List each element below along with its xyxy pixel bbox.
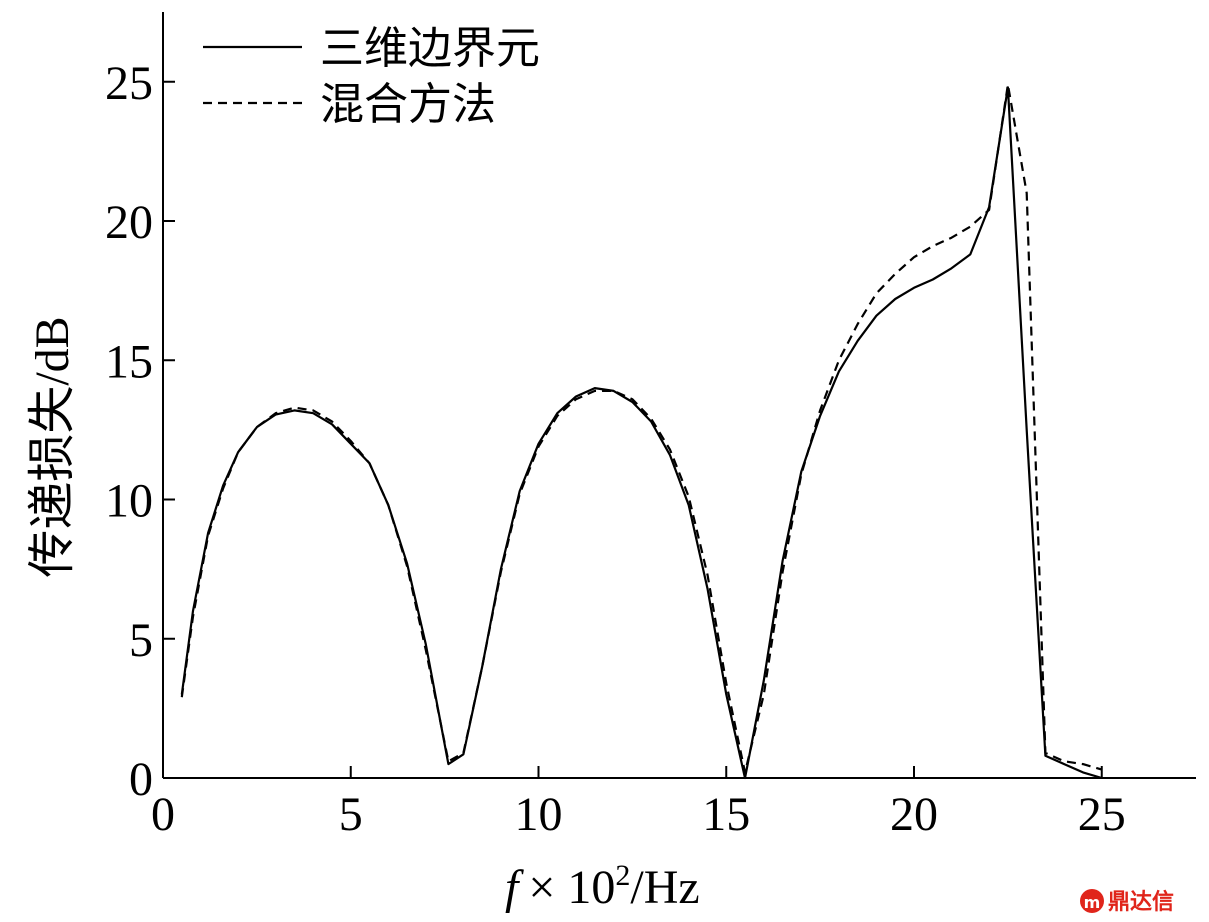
series-layer bbox=[180, 83, 1103, 780]
x-tick-label: 10 bbox=[515, 788, 563, 841]
series-line-2 bbox=[180, 83, 1103, 774]
x-axis-title-unit: /Hz bbox=[630, 861, 699, 914]
x-tick-label: 25 bbox=[1078, 788, 1126, 841]
x-axis-title: f × 102/Hz bbox=[505, 859, 700, 914]
x-tick-label: 20 bbox=[890, 788, 938, 841]
y-tick-label: 15 bbox=[105, 335, 153, 388]
y-tick-label: 0 bbox=[129, 753, 153, 806]
y-tick-label: 25 bbox=[105, 57, 153, 110]
series-line-1 bbox=[180, 86, 1103, 780]
y-tick-label: 20 bbox=[105, 196, 153, 249]
watermark-logo-mark: m bbox=[1084, 893, 1101, 912]
x-axis-title-multiplier: × 10 bbox=[528, 861, 615, 914]
x-axis-title-variable: f bbox=[505, 861, 524, 914]
ticks: 0 5 10 15 20 25 0 5 10 15 20 25 bbox=[105, 57, 1126, 841]
y-tick-label: 5 bbox=[129, 614, 153, 667]
y-tick-label: 10 bbox=[105, 475, 153, 528]
x-tick-label: 5 bbox=[339, 788, 363, 841]
y-axis-title: 传递损失/dB bbox=[26, 316, 79, 577]
legend-label-2: 混合方法 bbox=[320, 80, 496, 129]
legend-label-1: 三维边界元 bbox=[320, 24, 540, 73]
watermark-logo-icon bbox=[1080, 889, 1104, 913]
x-tick-label: 0 bbox=[151, 788, 175, 841]
watermark: m 鼎达信 bbox=[1080, 889, 1174, 915]
watermark-text: 鼎达信 bbox=[1108, 889, 1174, 915]
x-tick-label: 15 bbox=[702, 788, 750, 841]
axes bbox=[162, 12, 1196, 779]
x-axis-title-exponent: 2 bbox=[615, 859, 630, 892]
